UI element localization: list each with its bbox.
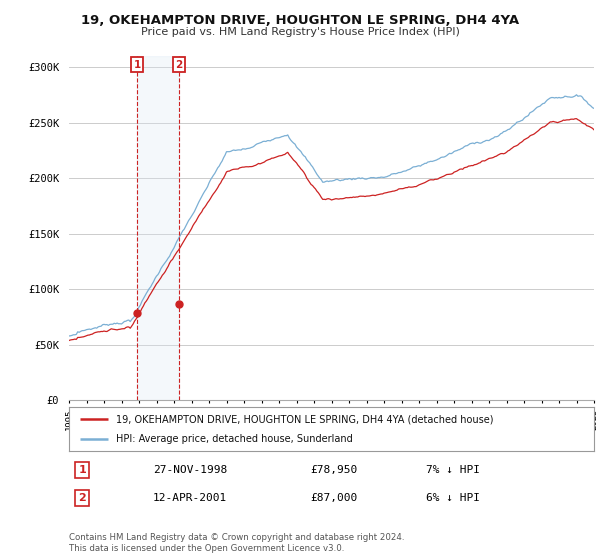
Text: 7% ↓ HPI: 7% ↓ HPI xyxy=(426,465,480,475)
Text: 12-APR-2001: 12-APR-2001 xyxy=(153,493,227,503)
Text: 19, OKEHAMPTON DRIVE, HOUGHTON LE SPRING, DH4 4YA: 19, OKEHAMPTON DRIVE, HOUGHTON LE SPRING… xyxy=(81,14,519,27)
Text: 19, OKEHAMPTON DRIVE, HOUGHTON LE SPRING, DH4 4YA (detached house): 19, OKEHAMPTON DRIVE, HOUGHTON LE SPRING… xyxy=(116,414,494,424)
Text: 27-NOV-1998: 27-NOV-1998 xyxy=(153,465,227,475)
Text: 2: 2 xyxy=(78,493,86,503)
Text: 1: 1 xyxy=(78,465,86,475)
Text: HPI: Average price, detached house, Sunderland: HPI: Average price, detached house, Sund… xyxy=(116,433,353,444)
Text: Contains HM Land Registry data © Crown copyright and database right 2024.
This d: Contains HM Land Registry data © Crown c… xyxy=(69,533,404,553)
Text: 1: 1 xyxy=(134,60,141,70)
Text: £78,950: £78,950 xyxy=(311,465,358,475)
Text: Price paid vs. HM Land Registry's House Price Index (HPI): Price paid vs. HM Land Registry's House … xyxy=(140,27,460,37)
Bar xyxy=(137,56,179,400)
Text: £87,000: £87,000 xyxy=(311,493,358,503)
Text: 2: 2 xyxy=(176,60,183,70)
Text: 6% ↓ HPI: 6% ↓ HPI xyxy=(426,493,480,503)
